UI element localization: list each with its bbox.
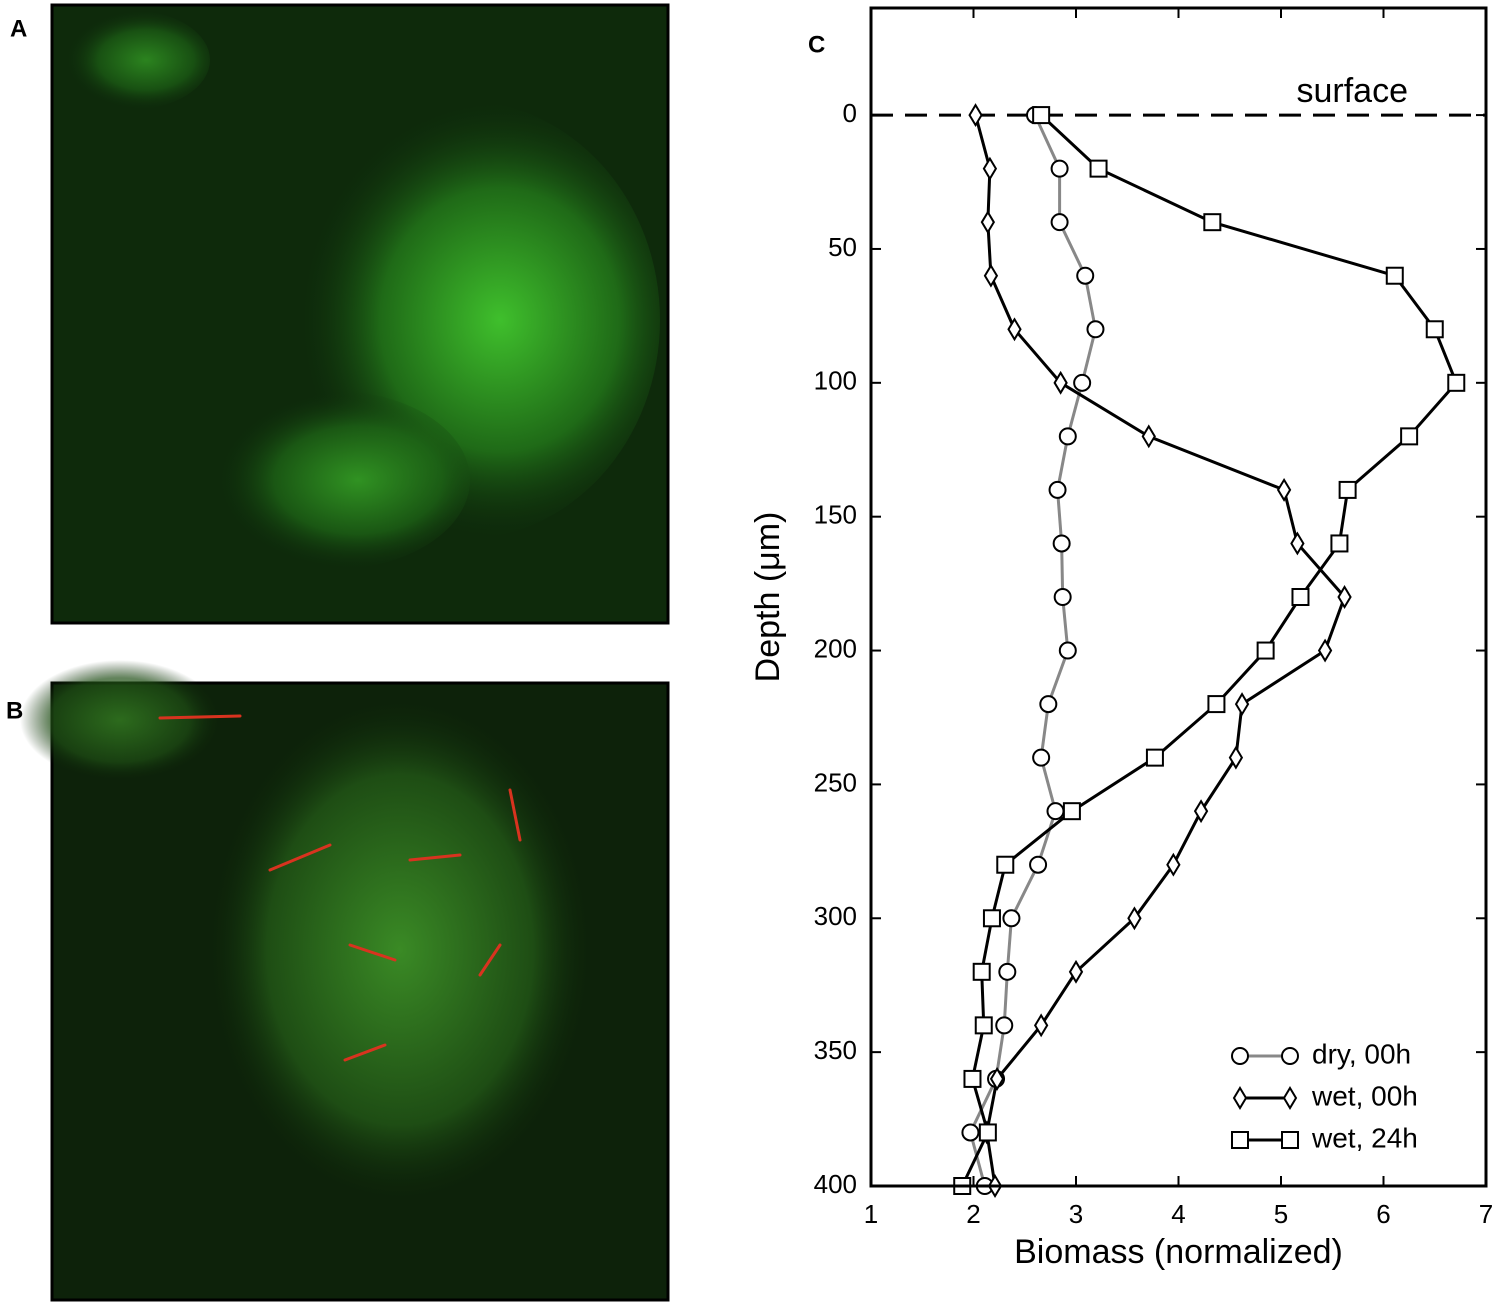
marker <box>1052 534 1071 553</box>
y-tick-label: 250 <box>814 767 857 797</box>
y-tick-label: 300 <box>814 901 857 931</box>
y-tick-label: 400 <box>814 1169 857 1199</box>
marker <box>1207 695 1226 714</box>
marker <box>1032 106 1051 125</box>
y-tick-label: 100 <box>814 366 857 396</box>
marker <box>1317 638 1333 663</box>
y-tick-label: 50 <box>828 232 857 262</box>
panel-label: A <box>10 15 27 42</box>
marker <box>1203 213 1222 232</box>
panel-label: C <box>808 31 825 58</box>
marker <box>1276 477 1292 502</box>
y-tick-label: 200 <box>814 633 857 663</box>
x-tick-label: 2 <box>966 1199 980 1229</box>
legend-label: wet, 00h <box>1311 1080 1418 1111</box>
marker <box>1062 802 1081 821</box>
marker <box>989 1066 1005 1091</box>
marker <box>1330 534 1349 553</box>
marker <box>1166 852 1181 877</box>
panel-label: B <box>6 697 23 724</box>
marker <box>1089 159 1108 178</box>
marker <box>1385 266 1404 285</box>
micrograph-b <box>20 660 670 1302</box>
marker <box>1141 424 1156 449</box>
marker <box>1127 906 1142 931</box>
marker <box>1050 213 1069 232</box>
marker <box>1053 370 1068 395</box>
marker <box>1046 802 1065 821</box>
x-axis-label: Biomass (normalized) <box>1014 1233 1343 1271</box>
marker <box>1338 480 1357 499</box>
marker <box>1447 373 1466 392</box>
marker <box>1033 1013 1049 1038</box>
x-tick-label: 1 <box>864 1199 878 1229</box>
y-axis-label: Depth (μm) <box>749 512 787 683</box>
x-tick-label: 6 <box>1376 1199 1390 1229</box>
marker <box>1058 427 1077 446</box>
legend-label: wet, 24h <box>1311 1122 1418 1153</box>
marker <box>1256 641 1275 660</box>
marker <box>1337 585 1352 609</box>
marker <box>1234 692 1250 717</box>
x-tick-label: 5 <box>1274 1199 1288 1229</box>
marker <box>996 855 1015 874</box>
marker <box>1145 748 1164 767</box>
marker <box>983 263 999 288</box>
marker <box>1290 531 1305 556</box>
marker <box>1058 641 1077 660</box>
marker <box>974 1016 993 1035</box>
marker <box>1400 427 1419 446</box>
micrograph-a <box>50 3 670 625</box>
marker <box>1029 855 1048 874</box>
legend-marker <box>1232 1086 1248 1110</box>
marker <box>963 1069 982 1088</box>
plot-frame <box>869 6 1488 1188</box>
x-tick-label: 3 <box>1069 1199 1083 1229</box>
marker <box>1086 320 1105 339</box>
marker <box>968 103 983 128</box>
marker <box>982 156 998 181</box>
marker <box>1291 588 1310 606</box>
marker <box>1068 959 1084 984</box>
marker <box>982 909 1001 928</box>
legend-label: dry, 00h <box>1312 1038 1411 1069</box>
marker <box>1425 320 1444 339</box>
marker <box>978 1123 997 1142</box>
marker <box>1002 909 1021 928</box>
marker <box>1048 480 1067 499</box>
series-line <box>974 114 1347 1187</box>
y-tick-label: 350 <box>814 1035 857 1065</box>
y-tick-label: 0 <box>843 98 857 128</box>
annotation: surface <box>1297 72 1409 110</box>
marker <box>961 1123 980 1142</box>
y-tick-label: 150 <box>814 500 857 530</box>
marker <box>1039 695 1058 714</box>
legend-marker <box>1231 1047 1249 1065</box>
marker <box>1076 266 1095 285</box>
legend-marker <box>1281 1047 1299 1065</box>
marker <box>1032 748 1051 767</box>
marker <box>1050 159 1069 178</box>
marker <box>980 210 996 235</box>
marker <box>1053 588 1072 606</box>
marker <box>1007 317 1022 342</box>
marker <box>1073 373 1092 392</box>
x-tick-label: 7 <box>1479 1199 1493 1229</box>
legend-marker <box>1282 1086 1298 1110</box>
marker <box>998 962 1017 981</box>
marker <box>972 962 991 981</box>
marker <box>1193 799 1209 824</box>
marker <box>1228 745 1244 770</box>
x-tick-label: 4 <box>1171 1199 1185 1229</box>
legend-marker <box>1281 1131 1299 1149</box>
marker <box>995 1016 1014 1035</box>
legend-marker <box>1231 1131 1249 1149</box>
